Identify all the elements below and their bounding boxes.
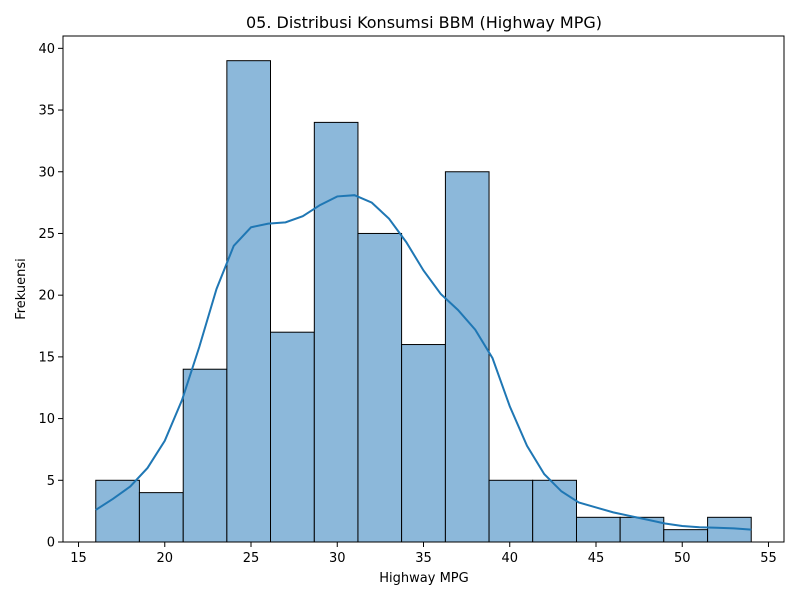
histogram-bar-3 bbox=[226, 60, 271, 543]
histogram-bar-8 bbox=[444, 171, 490, 543]
histogram-bar-5 bbox=[313, 121, 359, 543]
kde-line bbox=[95, 194, 752, 531]
x-tick-label: 30 bbox=[329, 551, 346, 566]
y-axis-title: Frekuensi bbox=[14, 258, 29, 320]
y-axis: 0 5 10 15 20 25 30 35 40 bbox=[38, 42, 63, 551]
y-tick-label: 0 bbox=[47, 536, 55, 551]
y-tick-label: 25 bbox=[38, 227, 55, 242]
histogram-bar-11 bbox=[576, 516, 621, 543]
y-tick-label: 40 bbox=[38, 42, 55, 57]
x-axis-title: Highway MPG bbox=[379, 571, 468, 586]
y-tick-label: 15 bbox=[38, 350, 55, 365]
histogram-bar-10 bbox=[532, 479, 577, 543]
bars-group bbox=[95, 60, 752, 543]
histogram-bar-2 bbox=[182, 368, 228, 543]
histogram-bar-0 bbox=[95, 479, 140, 543]
histogram-bar-13 bbox=[663, 529, 709, 543]
histogram-bar-6 bbox=[357, 232, 403, 543]
x-axis: 15 20 25 30 35 40 45 50 55 bbox=[70, 542, 777, 566]
histogram-bar-9 bbox=[488, 479, 534, 543]
chart-title: 05. Distribusi Konsumsi BBM (Highway MPG… bbox=[246, 13, 602, 32]
x-tick-label: 50 bbox=[674, 551, 691, 566]
y-tick-label: 20 bbox=[38, 289, 55, 304]
y-tick-label: 30 bbox=[38, 165, 55, 180]
histogram-bar-4 bbox=[270, 331, 315, 543]
y-tick-label: 5 bbox=[47, 474, 55, 489]
histogram-bar-7 bbox=[401, 344, 446, 543]
x-tick-label: 55 bbox=[760, 551, 777, 566]
y-tick-label: 10 bbox=[38, 412, 55, 427]
x-tick-label: 25 bbox=[243, 551, 260, 566]
y-tick-label: 35 bbox=[38, 104, 55, 119]
histogram-bar-1 bbox=[138, 492, 184, 543]
x-tick-label: 40 bbox=[501, 551, 518, 566]
x-tick-label: 45 bbox=[588, 551, 605, 566]
x-tick-label: 15 bbox=[70, 551, 87, 566]
x-tick-label: 35 bbox=[415, 551, 432, 566]
x-tick-label: 20 bbox=[156, 551, 173, 566]
